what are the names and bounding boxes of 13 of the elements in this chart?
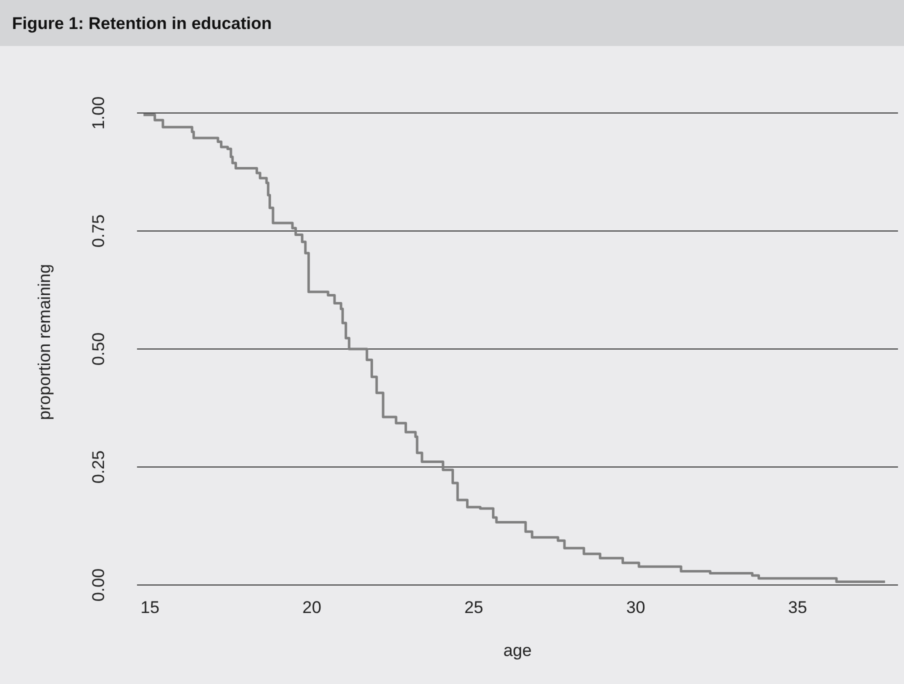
x-tick-label: 35 bbox=[788, 598, 808, 617]
x-tick-label: 20 bbox=[302, 598, 322, 617]
y-tick-label: 1.00 bbox=[89, 96, 108, 130]
y-tick-label: 0.00 bbox=[89, 568, 108, 602]
y-axis-title: proportion remaining bbox=[35, 264, 54, 420]
x-tick-label: 25 bbox=[464, 598, 484, 617]
y-tick-label: 0.50 bbox=[89, 332, 108, 366]
chart-title: Figure 1: Retention in education bbox=[12, 14, 272, 33]
x-tick-label: 15 bbox=[140, 598, 160, 617]
x-tick-label: 30 bbox=[626, 598, 646, 617]
y-tick-label: 0.25 bbox=[89, 450, 108, 484]
x-axis-title: age bbox=[503, 641, 532, 660]
y-tick-label: 0.75 bbox=[89, 214, 108, 248]
